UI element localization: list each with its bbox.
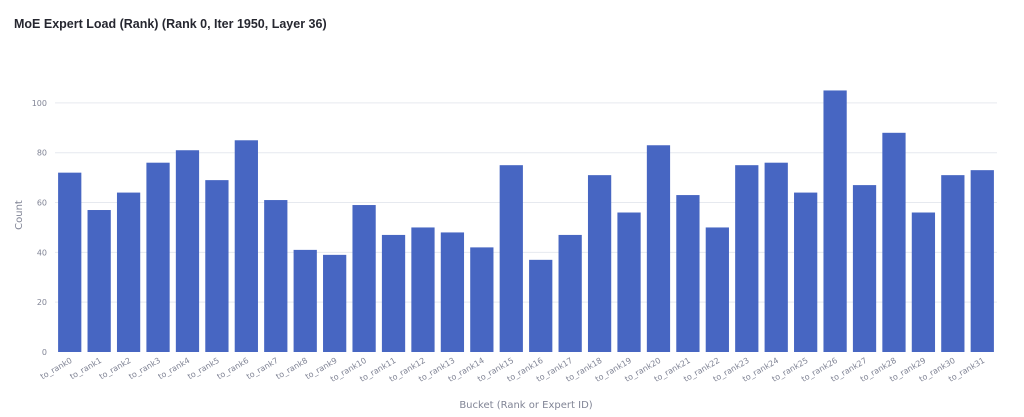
x-tick-label: to_rank0	[39, 356, 74, 381]
bar-to_rank6	[234, 140, 258, 352]
y-axis-title: Count	[14, 200, 25, 230]
bar-to_rank18	[587, 175, 612, 352]
bar-to_rank15	[499, 165, 523, 352]
x-tick-label: to_rank5	[186, 356, 221, 381]
bar-to_rank26	[823, 90, 847, 353]
x-tick-label: to_rank8	[274, 356, 309, 381]
bar-to_rank13	[440, 232, 465, 352]
bars	[58, 90, 994, 353]
bar-to_rank1	[87, 210, 111, 352]
bar-to_rank19	[617, 212, 641, 352]
bar-to_rank7	[264, 200, 288, 352]
bar-to_rank5	[205, 180, 229, 352]
bar-to_rank25	[794, 192, 818, 352]
y-tick-label: 20	[37, 298, 47, 307]
y-tick-label: 0	[42, 348, 47, 357]
bar-to_rank2	[116, 192, 141, 352]
y-tick-label: 60	[37, 199, 47, 208]
bar-to_rank3	[146, 162, 170, 352]
bar-to_rank30	[941, 175, 965, 352]
bar-to_rank10	[352, 205, 376, 352]
bar-to_rank28	[882, 132, 906, 352]
bar-to_rank22	[705, 227, 729, 352]
x-tick-label: to_rank4	[157, 356, 192, 381]
x-axis-title: Bucket (Rank or Expert ID)	[459, 400, 592, 411]
bar-to_rank21	[676, 195, 700, 352]
bar-to_rank20	[646, 145, 671, 352]
bar-to_rank16	[529, 259, 553, 352]
x-tick-label: to_rank7	[245, 356, 280, 381]
bar-to_rank14	[470, 247, 494, 352]
x-tick-label: to_rank6	[216, 356, 251, 381]
y-tick-label: 80	[37, 149, 47, 158]
y-tick-label: 40	[37, 248, 47, 257]
bar-to_rank24	[764, 162, 788, 352]
y-tick-label: 100	[32, 99, 47, 108]
bar-to_rank8	[293, 249, 317, 352]
bar-to_rank29	[911, 212, 936, 352]
bar-to_rank11	[381, 234, 406, 352]
x-tick-label: to_rank1	[68, 356, 103, 381]
bar-to_rank0	[58, 172, 82, 352]
chart-title: MoE Expert Load (Rank) (Rank 0, Iter 195…	[14, 17, 327, 31]
bar-to_rank9	[323, 254, 347, 352]
x-tick-label: to_rank2	[98, 356, 133, 381]
bar-to_rank27	[852, 185, 877, 352]
bar-to_rank4	[175, 150, 200, 352]
x-tick-label: to_rank3	[127, 356, 162, 381]
y-axis-ticks: 0 20 40 60 80 100	[32, 99, 47, 357]
bar-to_rank12	[411, 227, 435, 352]
x-axis-ticks: to_rank0to_rank1to_rank2to_rank3to_rank4…	[39, 356, 986, 384]
bar-to_rank31	[970, 170, 994, 352]
bar-to_rank17	[558, 234, 582, 352]
bar-to_rank23	[735, 165, 759, 352]
